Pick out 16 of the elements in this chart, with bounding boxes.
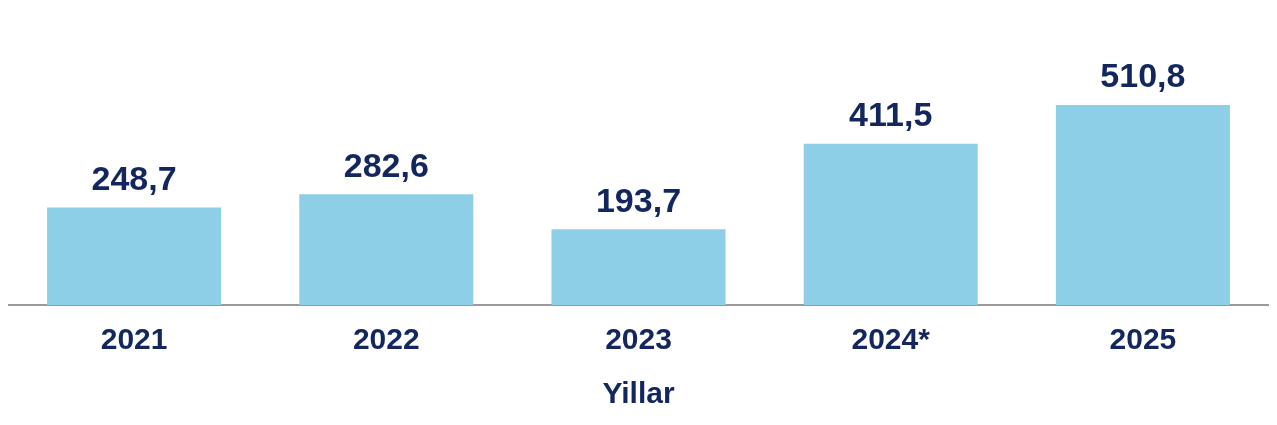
- data-label: 411,5: [849, 95, 933, 134]
- x-tick-label: 2022: [352, 322, 420, 356]
- bar: [551, 229, 726, 305]
- x-tick-label: 2021: [100, 322, 168, 356]
- x-tick-label: 2024*: [851, 322, 931, 356]
- data-label: 193,7: [595, 180, 682, 219]
- data-label: 248,7: [91, 158, 177, 197]
- x-tick-label: 2023: [605, 322, 672, 356]
- bar: [47, 207, 222, 305]
- bar: [299, 194, 474, 305]
- data-label: 282,6: [343, 145, 429, 184]
- x-axis-title: Yillar: [602, 376, 675, 410]
- bar: [803, 143, 978, 305]
- data-label: 510,8: [1100, 56, 1186, 95]
- x-tick-label: 2025: [1109, 322, 1177, 356]
- bar: [1055, 104, 1230, 305]
